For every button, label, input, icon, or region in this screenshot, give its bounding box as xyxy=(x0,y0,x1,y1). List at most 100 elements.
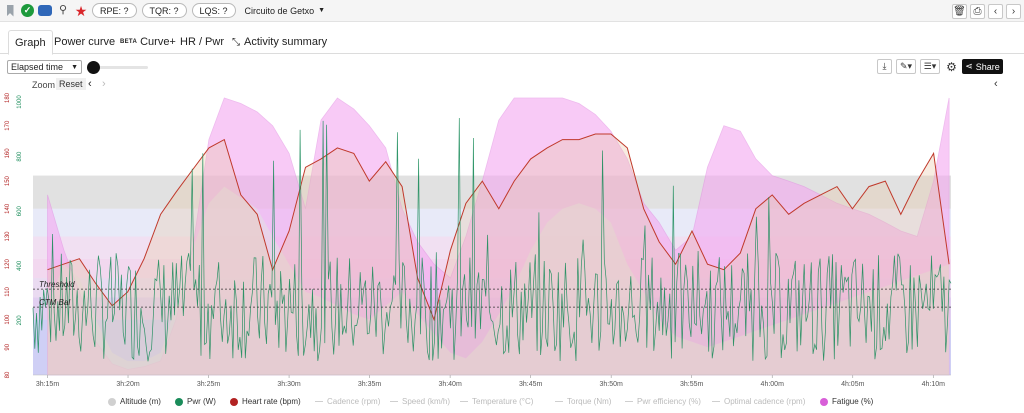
print-icon[interactable]: ⎙ xyxy=(970,4,985,19)
hr-tick-label: 170 xyxy=(5,120,11,131)
smoothing-slider-handle[interactable] xyxy=(87,61,100,74)
activity-toolbar: ✓ ⚲ ★ RPE: ? TQR: ? LQS: ? Circuito de G… xyxy=(0,0,1024,22)
legend-marker-icon xyxy=(820,397,828,406)
pwr-tick-label: 200 xyxy=(17,315,23,326)
hr-tick-label: 110 xyxy=(5,286,11,296)
chevron-left-icon[interactable]: ‹ xyxy=(988,4,1003,19)
pwr-tick-label: 1000 xyxy=(17,95,23,109)
beta-badge: BETA xyxy=(120,39,138,45)
legend-marker-icon xyxy=(390,401,398,402)
legend-label: Optimal cadence (rpm) xyxy=(724,397,806,406)
share-label: Share xyxy=(975,61,1000,72)
tab-label: Activity summary xyxy=(244,36,328,48)
x-tick-label: 3h:25m xyxy=(197,381,221,388)
tab-bar: Graph Power curve BETA Curve+ HR / Pwr ⤡ A… xyxy=(0,30,1024,55)
x-tick-label: 3h:45m xyxy=(519,381,543,388)
lqs-pill[interactable]: LQS: ? xyxy=(191,3,236,18)
hr-tick-label: 100 xyxy=(5,314,11,325)
power-line xyxy=(32,117,952,362)
legend-label: Pwr (W) xyxy=(187,397,216,406)
activity-graph[interactable]: Threshold CTM Bal 3h:15m 3h:20m 3h:25m 3h:30… xyxy=(0,88,1024,394)
pwr-tick-label: 600 xyxy=(17,206,23,217)
x-axis-select[interactable]: Elapsed time ▼ xyxy=(7,60,82,74)
ctm-bal-label: CTM Bal xyxy=(39,298,70,307)
heart-rate-series xyxy=(47,133,950,322)
x-axis-select-value: Elapsed time xyxy=(11,62,64,72)
trash-icon[interactable]: 🗑 xyxy=(952,4,967,19)
power-series xyxy=(32,117,952,362)
zoom-reset-button[interactable]: Reset xyxy=(56,78,86,90)
legend-item[interactable]: Pwr (W) xyxy=(175,397,216,406)
x-tick-label: 3h:35m xyxy=(358,381,382,388)
legend-marker-icon xyxy=(175,397,183,406)
tab-graph[interactable]: Graph xyxy=(8,30,53,55)
altitude-area xyxy=(47,186,950,375)
legend-marker-icon xyxy=(712,401,720,402)
legend-label: Heart rate (bpm) xyxy=(242,397,301,406)
legend-marker-icon xyxy=(555,401,563,402)
hr-tick-label: 150 xyxy=(5,175,11,186)
tab-activity-summary[interactable]: ⤡ Activity summary xyxy=(226,30,333,54)
route-dropdown[interactable]: Circuito de Getxo ▼ xyxy=(245,6,325,16)
collapse-panel-icon[interactable]: ‹ xyxy=(994,78,998,90)
legend-item[interactable]: Optimal cadence (rpm) xyxy=(712,397,805,406)
hr-tick-label: 180 xyxy=(5,92,11,103)
legend-item[interactable]: Cadence (rpm) xyxy=(315,397,380,406)
chart-axes: 3h:15m 3h:20m 3h:25m 3h:30m 3h:35m 3h:40m 3h:4… xyxy=(5,92,951,388)
legend-item[interactable]: Temperature (°C) xyxy=(460,397,533,406)
caret-down-icon: ▼ xyxy=(318,7,326,14)
chevron-down-icon: ▼ xyxy=(71,63,78,71)
legend-item[interactable]: Heart rate (bpm) xyxy=(230,397,301,406)
legend-label: Speed (km/h) xyxy=(402,397,451,406)
tab-label: Power curve xyxy=(54,36,116,48)
list-dropdown-icon[interactable]: ☰▾ xyxy=(920,59,940,74)
smoothing-slider-track[interactable] xyxy=(96,66,148,69)
tab-label: Graph xyxy=(15,36,46,49)
download-icon[interactable]: ⤓ xyxy=(877,59,892,74)
zoom-forward-icon[interactable]: › xyxy=(102,78,106,90)
hr-tick-label: 130 xyxy=(5,231,11,242)
chevron-right-icon[interactable]: › xyxy=(1006,4,1021,19)
legend-label: Pwr efficiency (%) xyxy=(637,397,701,406)
check-icon[interactable]: ✓ xyxy=(21,4,34,17)
x-tick-label: 3h:55m xyxy=(680,381,704,388)
chart-legend: Altitude (m) Pwr (W) Heart rate (bpm) Caden… xyxy=(0,397,1024,411)
route-name: Circuito de Getxo xyxy=(244,5,315,16)
legend-label: Cadence (rpm) xyxy=(327,397,381,406)
tab-label: HR / Pwr xyxy=(180,36,224,48)
tab-hr-pwr[interactable]: HR / Pwr xyxy=(174,30,230,54)
share-icon: ⋖ xyxy=(965,61,973,71)
legend-marker-icon xyxy=(230,397,238,406)
car-icon[interactable] xyxy=(38,4,52,18)
x-tick-label: 3h:30m xyxy=(277,381,301,388)
altitude-series xyxy=(47,186,950,375)
hr-tick-label: 160 xyxy=(5,148,11,159)
bookmark-icon[interactable] xyxy=(3,4,17,18)
legend-item[interactable]: Speed (km/h) xyxy=(390,397,450,406)
tab-power-curve[interactable]: Power curve xyxy=(48,30,121,54)
gear-icon[interactable]: ⚙ xyxy=(946,59,957,74)
tab-curve-plus[interactable]: BETA Curve+ xyxy=(114,30,182,54)
edit-dropdown-icon[interactable]: ✎▾ xyxy=(896,59,916,74)
legend-marker-icon xyxy=(625,401,633,402)
hr-tick-label: 80 xyxy=(5,371,11,378)
pwr-tick-label: 400 xyxy=(17,260,23,271)
share-button[interactable]: ⋖ Share xyxy=(962,59,1003,74)
x-tick-label: 4h:00m xyxy=(761,381,785,388)
reference-lines: Threshold CTM Bal xyxy=(33,280,951,308)
legend-item[interactable]: Pwr efficiency (%) xyxy=(625,397,701,406)
legend-item[interactable]: Altitude (m) xyxy=(108,397,161,406)
legend-label: Torque (Nm) xyxy=(567,397,612,406)
zoom-label: Zoom xyxy=(32,80,56,90)
rpe-pill[interactable]: RPE: ? xyxy=(92,3,137,18)
zoom-back-icon[interactable]: ‹ xyxy=(88,78,92,90)
legend-item[interactable]: Fatigue (%) xyxy=(820,397,873,406)
bike-icon[interactable]: ⚲ xyxy=(58,4,68,16)
tqr-pill[interactable]: TQR: ? xyxy=(141,3,187,18)
legend-marker-icon xyxy=(108,397,116,406)
pwr-tick-label: 800 xyxy=(17,151,23,162)
legend-item[interactable]: Torque (Nm) xyxy=(555,397,611,406)
x-tick-label: 3h:20m xyxy=(116,381,140,388)
star-icon[interactable]: ★ xyxy=(74,2,88,19)
legend-label: Fatigue (%) xyxy=(832,397,874,406)
